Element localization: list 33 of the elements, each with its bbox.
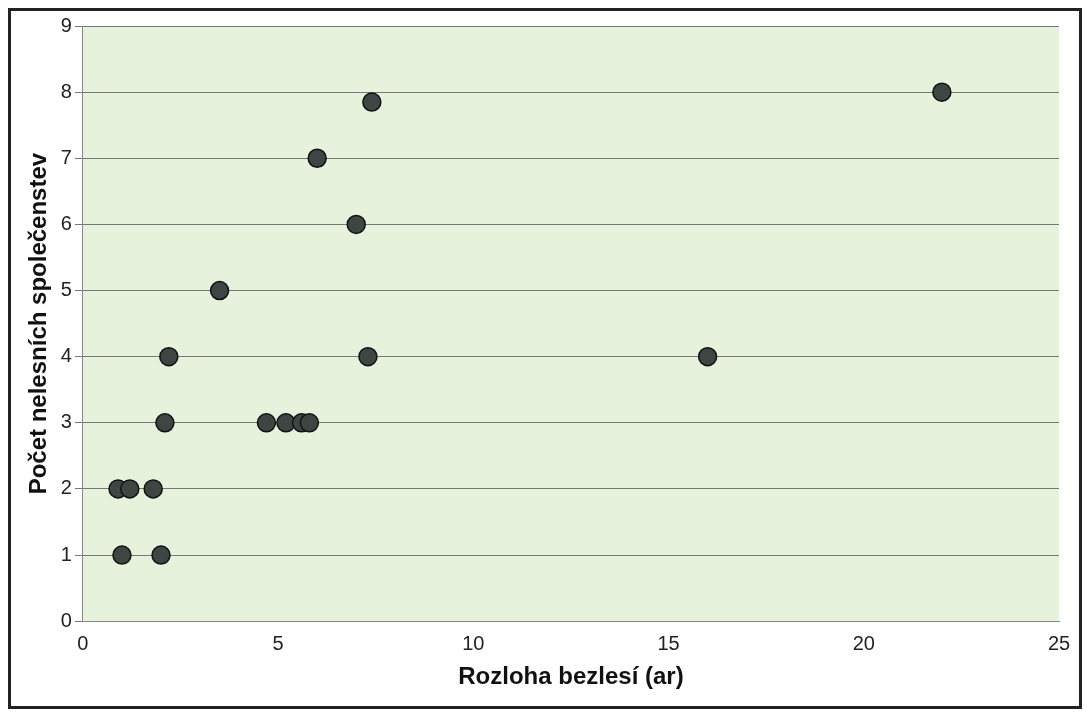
point [120, 479, 140, 499]
y-tick-label: 1 [60, 542, 72, 565]
point [143, 479, 163, 499]
y-tick-label: 6 [60, 211, 72, 234]
x-tick-label: 5 [272, 631, 284, 654]
point [155, 413, 175, 433]
y-axis-title: Počet nelesních společenstev [24, 152, 52, 495]
y-tick-label: 7 [60, 145, 72, 168]
point [299, 413, 320, 433]
point [256, 413, 277, 433]
point [362, 92, 382, 112]
x-tick-label: 10 [462, 631, 485, 654]
y-tick-label: 9 [60, 13, 72, 36]
y-tick-label: 0 [60, 608, 72, 631]
point [697, 346, 718, 367]
x-tick-label: 25 [1047, 631, 1071, 654]
y-tick-label: 5 [60, 278, 72, 301]
y-tick-label: 2 [60, 476, 72, 499]
x-axis-title: Rozloha bezlesí (ar) [458, 662, 684, 690]
point [209, 280, 230, 301]
y-tick-label: 8 [60, 79, 72, 102]
point [307, 148, 327, 169]
y-tick-label: 4 [60, 344, 72, 367]
y-tick-label: 3 [60, 410, 72, 433]
point [112, 545, 132, 565]
point [932, 82, 952, 102]
x-tick-label: 20 [852, 631, 875, 654]
x-tick-label: 15 [657, 631, 680, 654]
point [358, 346, 378, 367]
x-tick-label: 0 [77, 631, 89, 654]
point [151, 545, 171, 565]
point [159, 346, 179, 367]
point [346, 214, 366, 235]
